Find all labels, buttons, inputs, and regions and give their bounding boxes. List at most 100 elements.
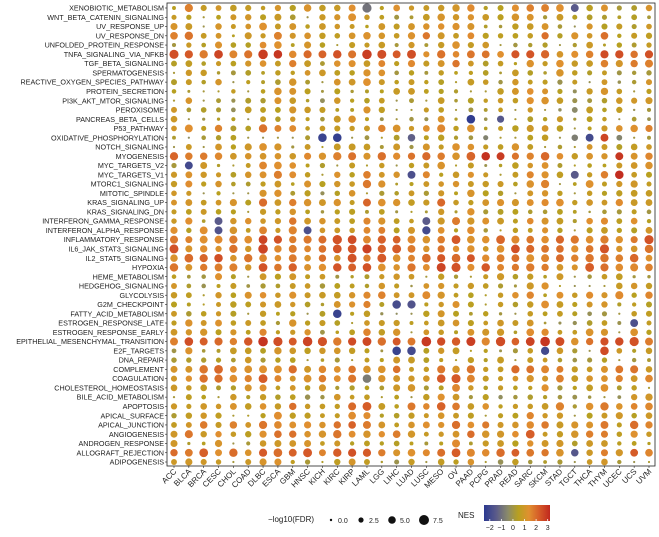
dot-androgen-response-luad [409, 441, 414, 446]
dot-cholesterol-homeostasis-dlbc [259, 384, 267, 392]
dot-il6-jak-stat3-signaling-stad [556, 245, 564, 253]
dot-oxidative-phosphorylation-acc [172, 135, 176, 140]
dot-pancreas-beta-cells-kich [320, 116, 325, 122]
dot-epithelial-mesenchymal-transition-ov [451, 337, 461, 346]
dot-uv-response-dn-cesc [215, 32, 222, 39]
dot-myc-targets-v1-tgct [570, 170, 579, 179]
dot-kras-signaling-up-dlbc [258, 198, 268, 207]
y-label-e2f-targets: E2F_TARGETS [113, 346, 164, 355]
dot-coagulation-luad [408, 375, 415, 382]
dot-estrogen-response-late-stad [558, 321, 562, 325]
dot-myogenesis-ucs [630, 152, 638, 160]
dot-uv-response-dn-luad [407, 32, 416, 40]
dot-mitotic-spindle-ucec [616, 190, 623, 197]
dot-g2m-checkpoint-uvm [646, 301, 652, 308]
dot-estrogen-response-late-coad [245, 320, 252, 327]
dot-xenobiotic-metabolism-dlbc [260, 5, 266, 11]
dot-heme-metabolism-coad [247, 275, 250, 278]
dot-peroxisome-blca [186, 107, 192, 113]
dot-estrogen-response-late-cesc [215, 319, 222, 327]
dot-uv-response-dn-blca [184, 31, 194, 40]
dot-androgen-response-blca [187, 441, 191, 446]
dot-hypoxia-lusc [422, 264, 430, 271]
dot-pi3k-akt-mtor-signaling-read [512, 97, 519, 104]
dot-kras-signaling-dn-kirc [334, 209, 340, 215]
dot-allograft-rejection-paad [466, 448, 475, 457]
dot-bile-acid-metabolism-kirp [349, 394, 355, 400]
dot-inflammatory-response-uvm [644, 235, 654, 245]
dot-adipogenesis-stad [557, 459, 563, 465]
dot-p53-pathway-ucec [616, 125, 623, 132]
dot-androgen-response-lusc [424, 441, 429, 446]
dot-myc-targets-v1-kirp [349, 172, 355, 178]
dot-interferon-gamma-response-brca [201, 219, 206, 223]
dot-apical-surface-dlbc [260, 413, 266, 419]
dot-interferon-alpha-response-ucs [631, 227, 638, 234]
dot-il6-jak-stat3-signaling-prad [496, 245, 505, 253]
dot-myc-targets-v1-lgg [378, 171, 385, 178]
dot-pi3k-akt-mtor-signaling-lihc [395, 99, 398, 102]
dot-myc-targets-v1-lusc [422, 171, 430, 179]
dot-tgf-beta-signaling-ov [452, 59, 460, 68]
dot-coagulation-ucs [630, 375, 638, 382]
dot-pancreas-beta-cells-laml [364, 117, 369, 122]
dot-reactive-oxygen-species-pathway-esca [275, 79, 281, 85]
dot-cholesterol-homeostasis-sarc [528, 385, 533, 391]
dot-e2f-targets-lusc [423, 347, 430, 354]
dot-peroxisome-skcm [543, 108, 547, 112]
dot-pancreas-beta-cells-esca [275, 116, 281, 122]
dot-uv-response-up-blca [185, 23, 193, 30]
dot-adipogenesis-prad [497, 459, 504, 465]
dot-interferon-alpha-response-ucec [616, 227, 622, 234]
dot-glycolysis-brca [202, 294, 205, 297]
dot-protein-secretion-prad [497, 88, 504, 95]
dot-il6-jak-stat3-signaling-thym [599, 244, 610, 254]
dot-il2-stat5-signaling-stad [555, 254, 564, 263]
dot-e2f-targets-skcm [540, 346, 550, 355]
dot-oxidative-phosphorylation-ucec [616, 134, 623, 141]
y-label-estrogen-response-early: ESTROGEN_RESPONSE_EARLY [53, 328, 165, 337]
dot-hypoxia-skcm [541, 263, 549, 272]
dot-oxidative-phosphorylation-gbm [291, 136, 294, 139]
dot-glycolysis-esca [275, 292, 281, 298]
dot-peroxisome-uvm [646, 107, 652, 112]
dot-apical-surface-tgct [573, 414, 576, 417]
dot-pi3k-akt-mtor-signaling-pcpg [483, 98, 488, 103]
dot-oxidative-phosphorylation-stad [558, 136, 562, 139]
dot-p53-pathway-thca [587, 126, 592, 131]
dot-heme-metabolism-kirp [350, 275, 354, 279]
dot-tnfa-signaling-via-nfkb-stad [556, 50, 564, 58]
dot-peroxisome-gbm [289, 106, 297, 114]
dot-kras-signaling-dn-lgg [378, 208, 385, 215]
dot-myc-targets-v1-prad [499, 173, 502, 176]
dot-apoptosis-acc [170, 403, 178, 410]
dot-epithelial-mesenchymal-transition-ucs [629, 336, 639, 347]
dot-hypoxia-sarc [526, 263, 535, 272]
dot-angiogenesis-lihc [392, 430, 401, 439]
dot-interferon-alpha-response-skcm [542, 227, 549, 234]
dot-spermatogenesis-ucs [631, 70, 637, 76]
dot-e2f-targets-acc [171, 348, 177, 354]
dot-hypoxia-prad [497, 263, 505, 271]
dot-tnfa-signaling-via-nfkb-hnsc [303, 50, 312, 59]
dot-kras-signaling-dn-cesc [215, 209, 222, 215]
dot-heme-metabolism-kirc [335, 274, 340, 279]
dot-complement-lusc [423, 366, 430, 373]
dot-apoptosis-stad [555, 402, 565, 411]
dot-p53-pathway-luad [408, 125, 415, 132]
dot-tgf-beta-signaling-coad [245, 60, 252, 67]
dot-p53-pathway-cesc [214, 124, 223, 133]
size-legend-label-2: 5.0 [400, 518, 410, 525]
dot-bile-acid-metabolism-laml [364, 394, 370, 400]
dot-spermatogenesis-pcpg [482, 70, 489, 76]
dot-glycolysis-ov [453, 292, 459, 298]
dot-mitotic-spindle-blca [186, 190, 192, 196]
dot-mitotic-spindle-kirp [348, 190, 356, 197]
dot-mtorc1-signaling-gbm [290, 182, 295, 186]
dot-myc-targets-v2-acc [171, 162, 177, 169]
dot-angiogenesis-stad [556, 431, 564, 438]
dot-protein-secretion-gbm [289, 87, 297, 95]
dot-coagulation-lgg [378, 374, 386, 383]
dot-reactive-oxygen-species-pathway-kich [321, 81, 324, 84]
dot-dna-repair-laml [364, 357, 370, 363]
